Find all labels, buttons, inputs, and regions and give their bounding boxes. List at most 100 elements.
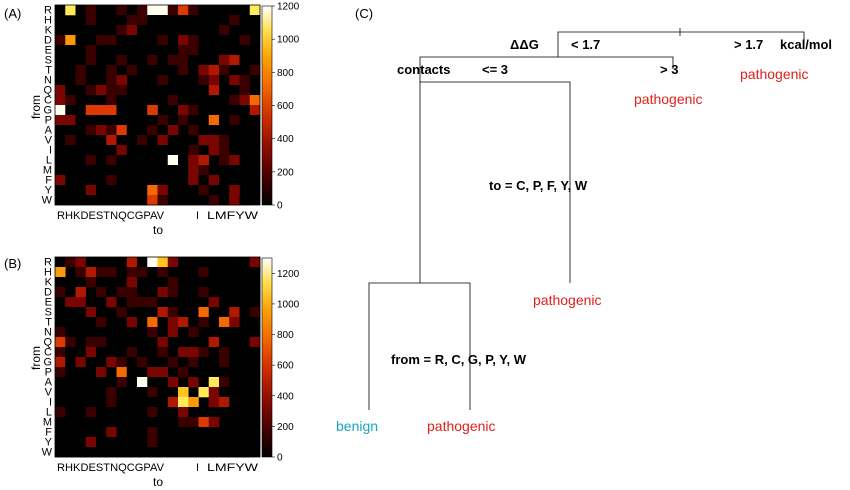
heatmap-a-cell <box>147 115 158 126</box>
heatmap-a-cell <box>188 75 199 86</box>
heatmap-b-cell <box>147 337 158 348</box>
heatmap-b-cell <box>96 277 107 288</box>
heatmap-b-y-tick: S <box>45 307 52 319</box>
heatmap-a-cell <box>116 195 128 206</box>
heatmap-a-cell <box>157 5 169 16</box>
heatmap-b-cell <box>65 367 76 378</box>
heatmap-a-cell <box>157 185 169 196</box>
heatmap-b-cell <box>126 447 138 458</box>
tree-edge-to <box>419 81 571 283</box>
heatmap-b-cell <box>229 417 240 428</box>
heatmap-a-cell <box>198 125 210 136</box>
heatmap-a-cell <box>157 165 169 176</box>
heatmap-b-cell <box>147 427 158 438</box>
heatmap-b-cell <box>147 267 158 278</box>
heatmap-a-cell <box>147 105 158 116</box>
heatmap-b-cell <box>65 257 76 268</box>
heatmap-a-cell <box>65 45 76 56</box>
heatmap-a-cell <box>75 195 87 206</box>
heatmap-a-cell <box>85 105 97 116</box>
heatmap-b-cell <box>106 377 117 388</box>
heatmap-a-cell <box>137 105 148 116</box>
heatmap-a-cell <box>55 35 66 46</box>
heatmap-a-y-tick: S <box>45 55 52 67</box>
heatmap-b-cell <box>198 287 210 298</box>
heatmap-a-cell <box>178 45 189 56</box>
heatmap-b-cell <box>55 437 66 448</box>
decision-tree-panel: (C) ΔΔG < 1.7 > 1.7 kcal/mol contacts <=… <box>336 6 832 434</box>
heatmap-a-cell <box>126 135 138 146</box>
heatmap-b-cell <box>239 267 251 278</box>
heatmap-a-cell <box>147 85 158 96</box>
heatmap-a-cell <box>147 45 158 56</box>
heatmap-b-cell <box>106 407 117 418</box>
heatmap-b-cell <box>178 447 189 458</box>
heatmap-b-cell <box>208 267 220 278</box>
heatmap-a-cell <box>65 85 76 96</box>
heatmap-a-cell <box>239 45 251 56</box>
heatmap-a-cell <box>239 145 251 156</box>
heatmap-a-cell <box>188 45 199 56</box>
heatmap-a-y-tick: Q <box>43 85 52 97</box>
heatmap-b-cell <box>219 257 230 268</box>
heatmap-b-cell <box>126 337 138 348</box>
heatmap-b-cell <box>178 297 189 308</box>
heatmap-b-cell <box>208 377 220 388</box>
heatmap-b-y-tick: E <box>45 297 52 309</box>
heatmap-a-cell <box>157 75 169 86</box>
heatmap-b-cell <box>167 347 179 358</box>
heatmap-b-cell <box>178 267 189 278</box>
heatmap-b-cell <box>85 317 97 328</box>
heatmap-a-cell <box>65 35 76 46</box>
heatmap-a-cell <box>157 125 169 136</box>
heatmap-b-cell <box>85 377 97 388</box>
heatmap-b-cell <box>85 387 97 398</box>
heatmap-b-cell <box>219 397 230 408</box>
heatmap-b-cell <box>65 387 76 398</box>
heatmap-b-cell <box>116 407 128 418</box>
heatmap-b-cell <box>178 437 189 448</box>
heatmap-a-cell <box>126 5 138 16</box>
heatmap-a-cell <box>249 15 261 26</box>
heatmap-b-cell <box>116 307 128 318</box>
heatmap-a-cell <box>229 195 240 206</box>
heatmap-b-cell <box>167 407 179 418</box>
heatmap-a-cell <box>137 195 148 206</box>
heatmap-a-cell <box>157 45 169 56</box>
heatmap-b-cell <box>167 417 179 428</box>
heatmap-a-cell <box>219 145 230 156</box>
heatmap-b-cell <box>116 377 128 388</box>
heatmap-b-cell <box>106 287 117 298</box>
heatmap-a-cell <box>229 115 240 126</box>
heatmap-a-cell <box>249 155 261 166</box>
heatmap-b-cell <box>96 427 107 438</box>
heatmap-b-cell <box>106 327 117 338</box>
heatmap-b-cell <box>75 367 87 378</box>
heatmap-b-cell <box>137 397 148 408</box>
heatmap-b-cell <box>85 267 97 278</box>
heatmap-a-cell <box>147 155 158 166</box>
heatmap-a-x-ticks-1: RHKDESTNQCGPAV <box>57 210 165 222</box>
heatmap-a-cell <box>65 105 76 116</box>
heatmap-a-cell <box>137 75 148 86</box>
heatmap-b-cell <box>96 317 107 328</box>
heatmap-b-cell <box>55 417 66 428</box>
heatmap-b-cell <box>157 417 169 428</box>
heatmap-b-cell <box>106 417 117 428</box>
heatmap-a-cell <box>137 35 148 46</box>
heatmap-b-cell <box>75 257 87 268</box>
heatmap-a-cell <box>167 145 179 156</box>
heatmap-a-cell <box>208 65 220 76</box>
heatmap-a-cell <box>116 15 128 26</box>
heatmap-b-cell <box>167 397 179 408</box>
heatmap-b-cell <box>249 437 261 448</box>
heatmap-b-cell <box>55 407 66 418</box>
heatmap-a-cell <box>55 55 66 66</box>
heatmap-b-cell <box>116 267 128 278</box>
tree-edge-from <box>368 282 471 410</box>
heatmap-a-cell <box>198 35 210 46</box>
heatmap-b-cell <box>229 257 240 268</box>
colorbar-a-tick-label: 0 <box>277 201 283 212</box>
